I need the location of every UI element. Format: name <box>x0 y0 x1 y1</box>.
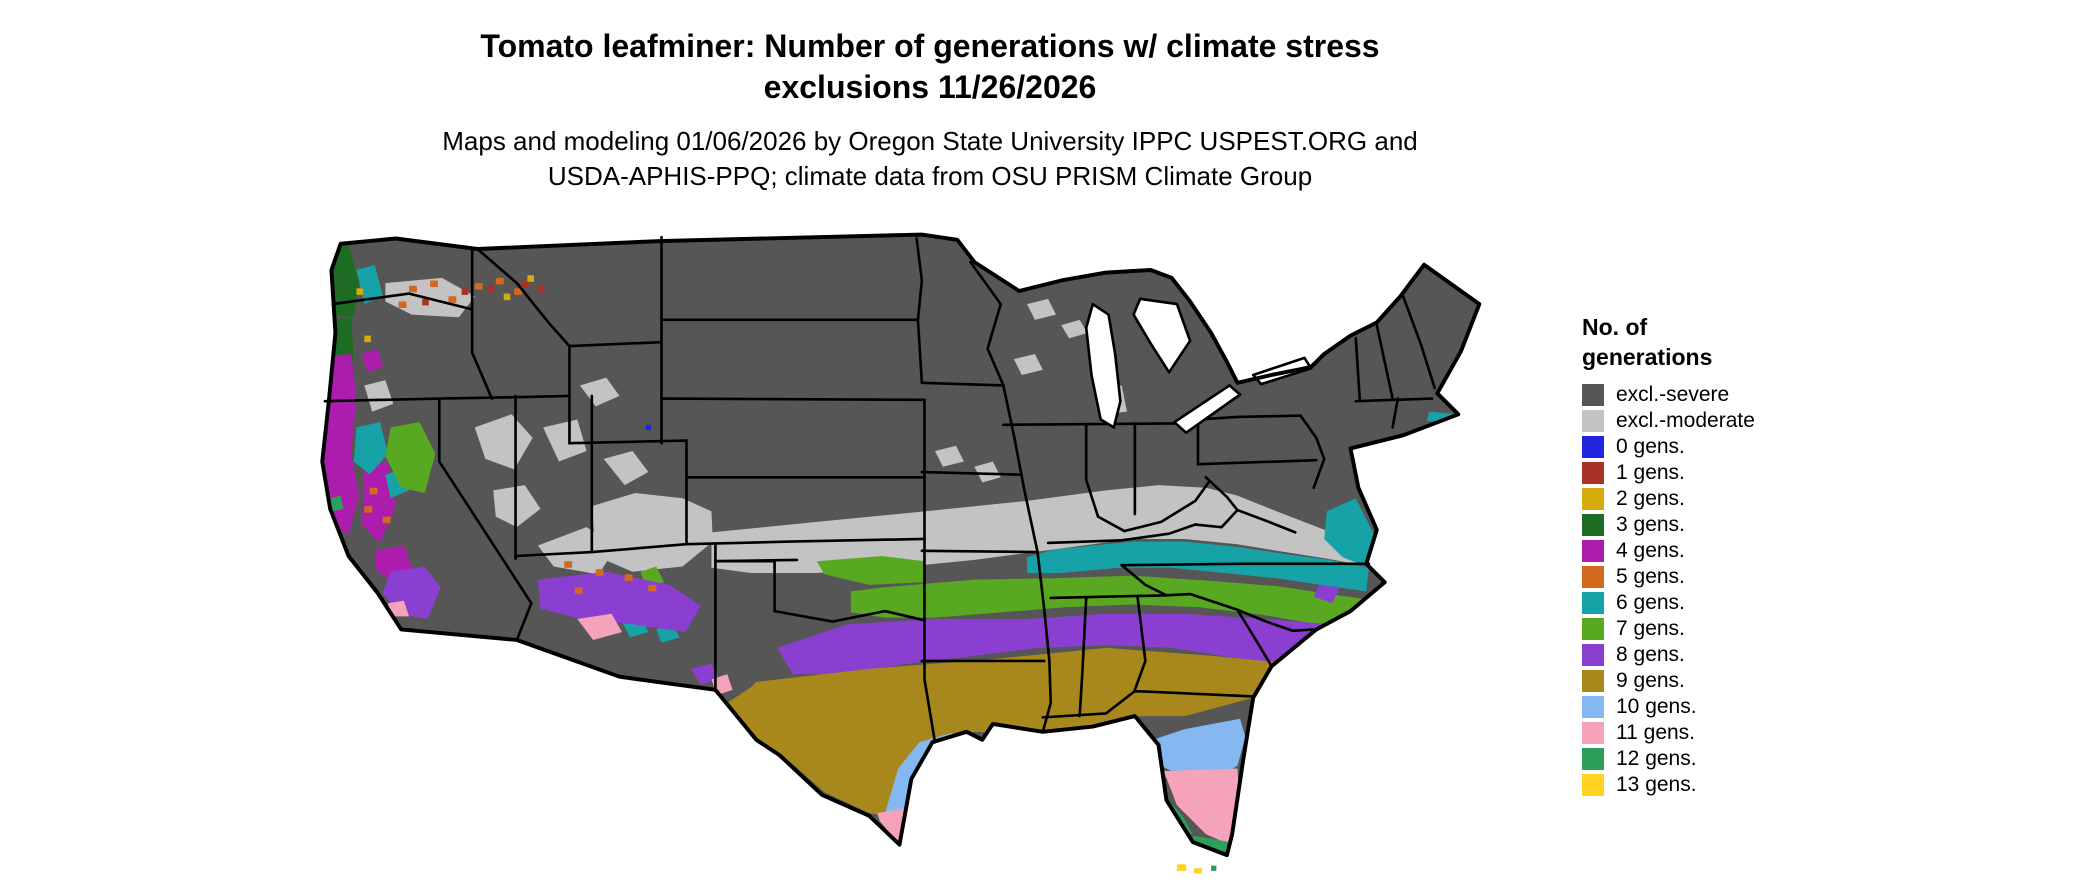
legend-label: 10 gens. <box>1616 695 1697 718</box>
legend-swatch <box>1582 592 1604 614</box>
legend-item: 9 gens. <box>1582 668 1755 694</box>
legend-label: 8 gens. <box>1616 643 1685 666</box>
legend-swatch <box>1582 644 1604 666</box>
legend-label: 3 gens. <box>1616 513 1685 536</box>
subtitle-line-2: USDA-APHIS-PPQ; climate data from OSU PR… <box>547 161 1313 191</box>
region-excl-moderate <box>364 277 1377 575</box>
legend-swatch <box>1582 670 1604 692</box>
legend-swatch <box>1582 462 1604 484</box>
legend-label: 7 gens. <box>1616 617 1685 640</box>
legend: No. of generations excl.-severe excl.-mo… <box>1582 312 1755 798</box>
legend-swatch <box>1582 540 1604 562</box>
speckles-2-gens <box>356 275 534 343</box>
legend-label: excl.-severe <box>1616 383 1730 406</box>
region-7-gens <box>385 422 1367 627</box>
lake-huron <box>1132 297 1192 374</box>
legend-item: 4 gens. <box>1582 538 1755 564</box>
us-generations-map <box>320 232 1482 874</box>
legend-title-line-2: generations <box>1582 344 1713 370</box>
region-10-gens <box>885 718 1246 837</box>
legend-item: excl.-severe <box>1582 382 1755 408</box>
legend-label: 6 gens. <box>1616 591 1685 614</box>
legend-item: 6 gens. <box>1582 590 1755 616</box>
speckles-0-gens <box>645 424 651 431</box>
legend-swatch <box>1582 436 1604 458</box>
legend-swatch <box>1582 566 1604 588</box>
legend-swatch <box>1582 618 1604 640</box>
legend-label: 0 gens. <box>1616 435 1685 458</box>
legend-item: 8 gens. <box>1582 642 1755 668</box>
legend-item: 13 gens. <box>1582 772 1755 798</box>
legend-swatch <box>1582 722 1604 744</box>
us-outline <box>320 232 1482 858</box>
legend-item: 7 gens. <box>1582 616 1755 642</box>
legend-item: 3 gens. <box>1582 512 1755 538</box>
lake-erie <box>1172 384 1242 434</box>
subtitle-line-1: Maps and modeling 01/06/2026 by Oregon S… <box>442 126 1418 156</box>
legend-label: 11 gens. <box>1616 721 1696 744</box>
legend-swatch <box>1582 410 1604 432</box>
lake-michigan <box>1084 302 1122 429</box>
legend-label: 5 gens. <box>1616 565 1685 588</box>
legend-label: excl.-moderate <box>1616 409 1755 432</box>
legend-item: 12 gens. <box>1582 746 1755 772</box>
page-title: Tomato leafminer: Number of generations … <box>0 26 1860 108</box>
legend-label: 4 gens. <box>1616 539 1685 562</box>
legend-swatch <box>1582 488 1604 510</box>
page-subtitle: Maps and modeling 01/06/2026 by Oregon S… <box>0 124 1860 194</box>
legend-swatch <box>1582 774 1604 796</box>
legend-swatch <box>1582 384 1604 406</box>
title-line-1: Tomato leafminer: Number of generations … <box>480 28 1380 64</box>
legend-item: 5 gens. <box>1582 564 1755 590</box>
legend-title-line-1: No. of <box>1582 314 1648 340</box>
legend-label: 12 gens. <box>1616 747 1697 770</box>
legend-items: excl.-severe excl.-moderate 0 gens. 1 ge… <box>1582 382 1755 798</box>
legend-swatch <box>1582 748 1604 770</box>
legend-label: 9 gens. <box>1616 669 1685 692</box>
florida-keys <box>1176 864 1217 874</box>
legend-item: 2 gens. <box>1582 486 1755 512</box>
legend-label: 1 gens. <box>1616 461 1685 484</box>
legend-label: 13 gens. <box>1616 773 1697 796</box>
legend-item: 0 gens. <box>1582 434 1755 460</box>
speckles-5-gens <box>364 277 657 595</box>
state-borders <box>323 235 1436 744</box>
legend-title: No. of generations <box>1582 312 1755 372</box>
legend-label: 2 gens. <box>1616 487 1685 510</box>
legend-item: 11 gens. <box>1582 720 1755 746</box>
title-line-2: exclusions 11/26/2026 <box>763 69 1097 105</box>
legend-swatch <box>1582 696 1604 718</box>
legend-item: excl.-moderate <box>1582 408 1755 434</box>
legend-swatch <box>1582 514 1604 536</box>
legend-item: 10 gens. <box>1582 694 1755 720</box>
legend-item: 1 gens. <box>1582 460 1755 486</box>
